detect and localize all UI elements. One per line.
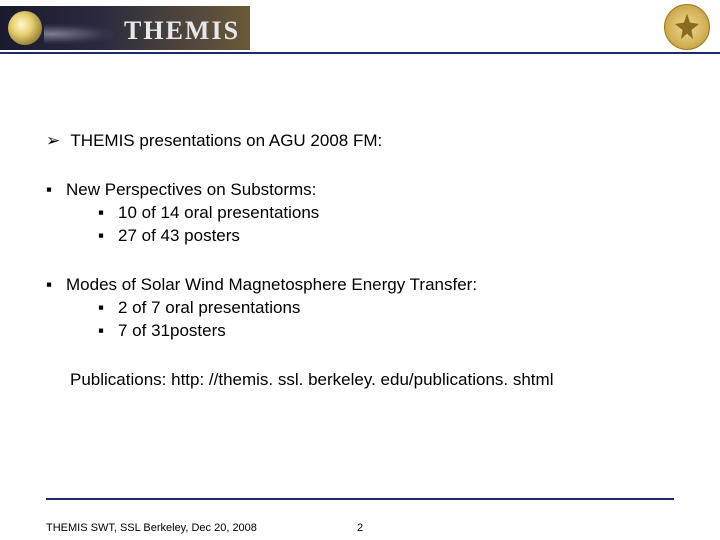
magnetosphere-icon <box>44 24 114 44</box>
publications-line: Publications: http: //themis. ssl. berke… <box>70 369 680 392</box>
list-item: ▪ 10 of 14 oral presentations <box>98 202 680 225</box>
sun-icon <box>8 11 42 45</box>
slide-content: ➢ THEMIS presentations on AGU 2008 FM: ▪… <box>46 130 680 392</box>
list-item: ▪ 2 of 7 oral presentations <box>98 297 680 320</box>
section-1: ▪ New Perspectives on Substorms: ▪ 10 of… <box>46 179 680 248</box>
footer-left-text: THEMIS SWT, SSL Berkeley, Dec 20, 2008 <box>46 522 257 534</box>
main-bullet-item: ➢ THEMIS presentations on AGU 2008 FM: <box>46 130 680 153</box>
section-title: Modes of Solar Wind Magnetosphere Energy… <box>66 274 477 297</box>
item-text: 2 of 7 oral presentations <box>118 297 300 320</box>
item-text: 27 of 43 posters <box>118 225 240 248</box>
nested-list: ▪ 10 of 14 oral presentations ▪ 27 of 43… <box>98 202 680 248</box>
slide-header: THEMIS <box>0 0 720 56</box>
logo-figure-icon <box>672 12 702 42</box>
section-title: New Perspectives on Substorms: <box>66 179 316 202</box>
main-text: THEMIS presentations on AGU 2008 FM: <box>70 131 382 150</box>
square-bullet-icon: ▪ <box>46 274 66 297</box>
square-bullet-icon: ▪ <box>98 202 118 225</box>
themis-logo <box>664 4 710 50</box>
list-item: ▪ 27 of 43 posters <box>98 225 680 248</box>
list-item: ▪ 7 of 31posters <box>98 320 680 343</box>
square-bullet-icon: ▪ <box>98 297 118 320</box>
square-bullet-icon: ▪ <box>46 179 66 202</box>
square-bullet-icon: ▪ <box>98 320 118 343</box>
arrow-bullet-icon: ➢ <box>46 130 66 153</box>
section-2: ▪ Modes of Solar Wind Magnetosphere Ener… <box>46 274 680 343</box>
item-text: 10 of 14 oral presentations <box>118 202 319 225</box>
nested-list: ▪ 2 of 7 oral presentations ▪ 7 of 31pos… <box>98 297 680 343</box>
banner-title: THEMIS <box>124 16 240 46</box>
page-number: 2 <box>357 522 363 534</box>
item-text: 7 of 31posters <box>118 320 226 343</box>
themis-banner: THEMIS <box>0 6 250 50</box>
header-rule <box>0 52 720 54</box>
square-bullet-icon: ▪ <box>98 225 118 248</box>
footer-rule <box>46 498 674 500</box>
